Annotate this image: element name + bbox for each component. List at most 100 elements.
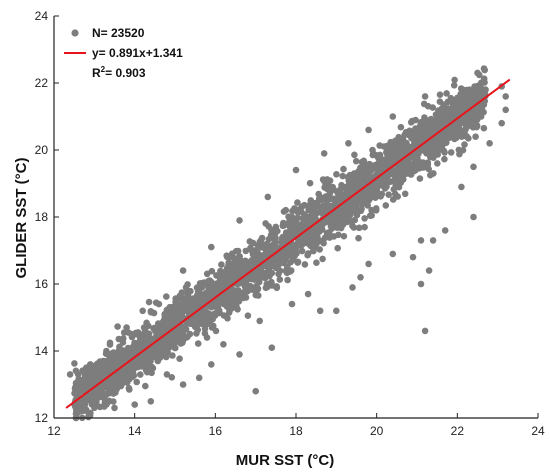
x-tick-label: 16 — [209, 424, 223, 438]
data-point — [446, 134, 453, 141]
data-point — [151, 351, 158, 358]
data-point — [222, 301, 230, 309]
data-point — [358, 205, 365, 213]
data-point — [143, 368, 151, 376]
data-point — [392, 137, 399, 145]
data-point — [355, 224, 363, 232]
legend-r2-sup: 2 — [101, 65, 106, 74]
data-point — [333, 307, 340, 315]
data-point — [301, 234, 309, 241]
data-point — [416, 175, 424, 182]
data-point — [429, 104, 437, 111]
data-point — [210, 322, 217, 330]
data-point — [236, 351, 243, 358]
data-point — [111, 404, 118, 412]
data-point — [121, 355, 129, 362]
data-point — [364, 196, 372, 204]
x-tick-label: 22 — [451, 424, 465, 438]
data-point — [340, 165, 347, 173]
data-point — [481, 66, 489, 74]
data-point — [378, 190, 386, 198]
data-point — [98, 362, 106, 369]
data-point — [361, 223, 368, 231]
data-point — [110, 398, 117, 405]
data-point — [201, 325, 209, 333]
data-point — [254, 247, 261, 254]
data-point — [451, 76, 458, 84]
data-point — [109, 353, 116, 360]
data-point — [114, 378, 121, 386]
data-point — [80, 406, 88, 414]
data-point — [187, 287, 194, 295]
data-point — [345, 213, 353, 220]
data-point — [93, 370, 101, 378]
data-point — [115, 346, 123, 354]
data-point — [410, 131, 417, 138]
data-point — [150, 309, 158, 317]
data-point — [457, 130, 464, 138]
data-point — [447, 94, 455, 102]
data-point — [365, 260, 372, 268]
data-point — [268, 344, 276, 352]
x-tick-label: 24 — [531, 424, 545, 438]
data-point — [447, 149, 455, 156]
data-point — [441, 155, 448, 163]
data-point — [168, 374, 176, 381]
data-point — [247, 286, 255, 293]
data-point — [333, 188, 341, 196]
data-point — [169, 338, 176, 346]
data-point — [213, 301, 220, 308]
data-point — [294, 209, 302, 216]
data-point — [340, 232, 348, 240]
data-point — [205, 310, 212, 317]
data-point — [235, 298, 243, 305]
data-point — [473, 109, 480, 116]
data-point — [320, 239, 327, 247]
data-point — [435, 124, 442, 132]
data-point — [306, 179, 314, 187]
data-point — [369, 151, 377, 159]
data-point — [401, 131, 408, 139]
data-point — [86, 412, 94, 419]
data-point — [216, 309, 223, 317]
data-point — [352, 174, 360, 181]
data-point — [316, 246, 324, 253]
data-point — [249, 239, 257, 247]
data-point — [438, 105, 446, 112]
data-point — [366, 172, 374, 180]
data-point — [159, 325, 166, 333]
data-point — [463, 133, 470, 140]
data-point — [184, 281, 191, 288]
data-point — [137, 371, 144, 378]
x-tick-label: 12 — [47, 424, 61, 438]
legend: N= 23520 y= 0.891x+1.341 R2= 0.903 — [64, 26, 183, 80]
data-point — [366, 212, 374, 219]
data-point — [191, 323, 199, 331]
data-point — [262, 284, 270, 292]
data-point — [271, 236, 279, 244]
data-point — [95, 391, 103, 399]
data-point — [453, 122, 461, 130]
data-point — [191, 318, 198, 325]
data-point — [421, 327, 429, 335]
data-point — [173, 309, 181, 317]
data-point — [293, 223, 300, 231]
data-point — [411, 136, 418, 144]
data-point — [74, 371, 82, 378]
data-point — [313, 259, 320, 267]
data-point — [474, 84, 482, 91]
data-point — [177, 329, 184, 336]
x-tick-label: 20 — [370, 424, 384, 438]
data-point — [198, 319, 205, 327]
data-point — [436, 98, 444, 105]
data-point — [383, 149, 391, 157]
data-point — [131, 330, 139, 338]
x-axis-title: MUR SST (°C) — [236, 452, 335, 469]
data-point — [195, 374, 203, 382]
data-point — [470, 163, 477, 171]
data-point — [334, 244, 342, 252]
data-point — [343, 187, 351, 195]
data-point — [251, 273, 259, 281]
data-point — [219, 277, 226, 285]
data-point — [335, 214, 343, 222]
